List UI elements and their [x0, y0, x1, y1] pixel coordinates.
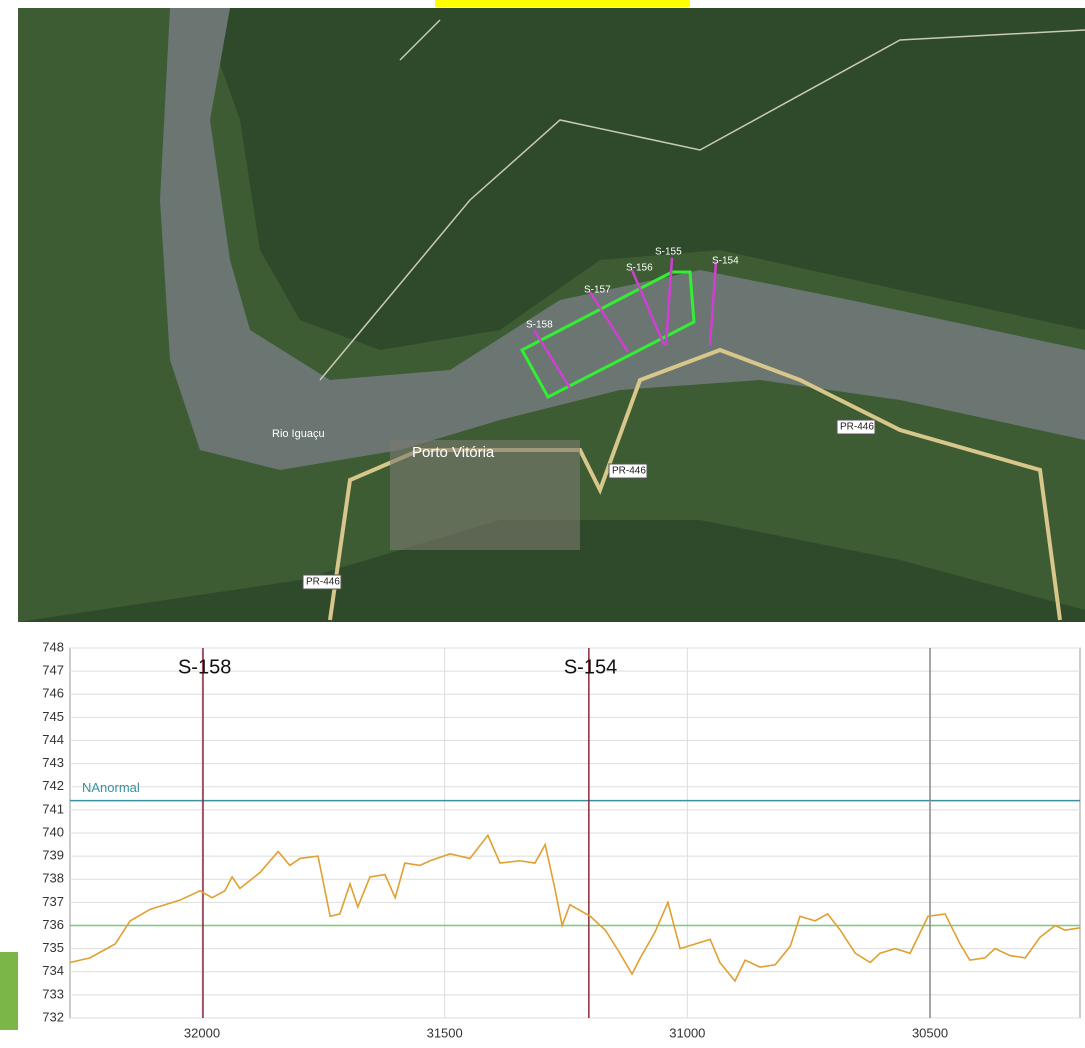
section-label: S-158	[178, 656, 231, 678]
x-tick-label: 31000	[669, 1025, 705, 1040]
town	[390, 440, 580, 550]
road-label-box	[608, 463, 648, 479]
section-label: S-154	[564, 656, 617, 678]
y-tick-label: 742	[42, 778, 64, 793]
map-label: PR-446	[840, 422, 874, 433]
y-tick-label: 739	[42, 848, 64, 863]
y-tick-label: 733	[42, 986, 64, 1001]
y-tick-label: 735	[42, 940, 64, 955]
reference-label: NAnormal	[82, 780, 140, 795]
map	[18, 8, 1085, 622]
profile-line	[69, 833, 1081, 983]
y-tick-label: 741	[42, 801, 64, 816]
y-tick-label: 740	[42, 824, 64, 839]
map-label: S-157	[584, 285, 611, 296]
chart-panel	[18, 625, 1085, 1048]
map-label: S-156	[626, 263, 653, 274]
y-tick-label: 748	[42, 639, 64, 654]
road-label-box	[302, 574, 342, 590]
road-label-box	[836, 419, 876, 435]
y-tick-label: 737	[42, 894, 64, 909]
map-label: Porto Vitória	[412, 444, 495, 461]
map-label: S-158	[526, 320, 553, 331]
y-tick-label: 745	[42, 709, 64, 724]
y-tick-label: 736	[42, 917, 64, 932]
sections	[532, 257, 718, 389]
x-tick-label: 32000	[184, 1025, 220, 1040]
x-tick-label: 31500	[427, 1025, 463, 1040]
map-label: PR-446	[306, 577, 340, 588]
y-tick-label: 744	[42, 732, 64, 747]
y-tick-label: 743	[42, 755, 64, 770]
y-tick-label: 734	[42, 963, 64, 978]
map-label: S-155	[655, 247, 682, 258]
x-tick-label: 30500	[912, 1025, 948, 1040]
study-area	[519, 270, 696, 399]
y-tick-label: 732	[42, 1009, 64, 1024]
river	[160, 8, 1085, 470]
track	[319, 19, 1085, 381]
highlight-bar	[435, 0, 690, 7]
map-label: PR-446	[612, 466, 646, 477]
map-label: Rio Iguaçu	[272, 428, 325, 440]
y-tick-label: 746	[42, 686, 64, 701]
y-tick-label: 747	[42, 663, 64, 678]
y-tick-label: 738	[42, 871, 64, 886]
map-label: S-154	[712, 256, 739, 267]
